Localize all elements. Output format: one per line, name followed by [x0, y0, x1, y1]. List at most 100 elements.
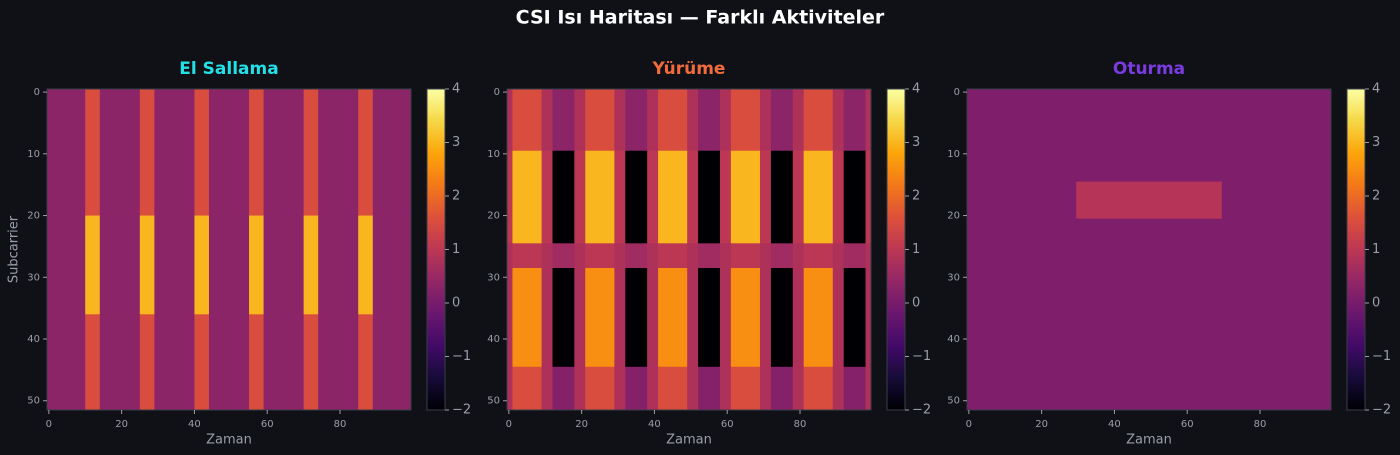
heat-cell	[249, 314, 264, 411]
y-axis-label: Subcarrier	[7, 215, 22, 283]
heat-cell	[585, 150, 615, 244]
heat-cell	[792, 89, 805, 152]
heat-cell	[687, 268, 699, 368]
y-tick-label: 40	[487, 334, 500, 345]
colorbar	[1346, 88, 1366, 411]
heat-cell	[303, 89, 319, 216]
panel-title: Oturma	[1113, 59, 1185, 79]
heat-cell	[585, 89, 615, 152]
heat-cell	[552, 268, 575, 368]
heat-cell	[658, 243, 688, 269]
x-axis-label: Zaman	[1126, 433, 1172, 448]
y-tick-label: 50	[947, 396, 960, 407]
heat-cell	[541, 243, 553, 269]
y-tick-label: 50	[27, 396, 40, 407]
heat-cell	[208, 89, 250, 216]
heat-cell	[99, 314, 141, 411]
heat-cell	[730, 268, 761, 368]
heat-cell	[770, 89, 794, 152]
heat-cell	[372, 314, 412, 411]
heat-cell	[47, 215, 86, 315]
heat-cell	[967, 218, 1077, 411]
x-tick-label: 0	[506, 419, 512, 430]
colorbar-tick-label: 3	[912, 135, 920, 150]
heat-cell	[552, 366, 575, 411]
heat-cell	[614, 268, 626, 368]
x-tick-label: 40	[1108, 419, 1121, 430]
heat-cell	[263, 314, 305, 411]
heat-cell	[647, 150, 659, 244]
heat-cell	[552, 150, 575, 244]
y-tick-label: 40	[947, 334, 960, 345]
heat-cell	[658, 366, 688, 411]
heat-cell	[759, 366, 772, 411]
heat-cell	[574, 89, 586, 152]
y-tick-label: 30	[947, 272, 960, 283]
y-tick-label: 10	[947, 149, 960, 160]
heat-cell	[865, 150, 872, 244]
heat-cell	[208, 215, 250, 315]
heat-cell	[139, 314, 155, 411]
colorbar-tick-label: −2	[1372, 403, 1391, 418]
heat-cell	[512, 243, 542, 269]
heat-cell	[85, 314, 101, 411]
x-tick-label: 20	[115, 419, 128, 430]
heat-cell	[574, 366, 586, 411]
heat-cell	[574, 268, 586, 368]
heat-cell	[263, 89, 305, 216]
heat-cell	[792, 150, 805, 244]
heat-cell	[792, 366, 805, 411]
colorbar-tick-label: 1	[452, 242, 460, 257]
heat-cell	[507, 89, 513, 152]
heat-cell	[208, 314, 250, 411]
heat-cell	[730, 243, 761, 269]
heat-cell	[512, 89, 542, 152]
heat-cell	[832, 268, 845, 368]
colorbar-tick-label: −2	[912, 403, 931, 418]
x-tick-label: 20	[1035, 419, 1048, 430]
x-axis-label: Zaman	[666, 433, 712, 448]
heat-cell	[139, 89, 155, 216]
heat-cell	[803, 150, 834, 244]
heat-cell	[832, 366, 845, 411]
heat-cell	[698, 268, 721, 368]
heat-cell	[614, 89, 626, 152]
heat-cell	[552, 243, 575, 269]
heat-cell	[730, 366, 761, 411]
heat-cell	[507, 150, 513, 244]
heat-cell	[512, 366, 542, 411]
heat-cell	[85, 89, 101, 216]
x-tick-label: 60	[1181, 419, 1194, 430]
colorbar-tick-label: 3	[452, 135, 460, 150]
heat-cell	[99, 89, 141, 216]
heat-cell	[154, 89, 195, 216]
heat-cell	[843, 268, 866, 368]
heat-cell	[507, 243, 513, 269]
heat-cell	[358, 215, 374, 315]
heat-cell	[263, 215, 305, 315]
heat-cell	[1076, 181, 1223, 220]
heat-cell	[625, 268, 648, 368]
panel-title: El Sallama	[179, 59, 278, 79]
heat-cell	[625, 366, 648, 411]
x-axis-label: Zaman	[206, 433, 252, 448]
x-tick-label: 40	[648, 419, 661, 430]
heat-cell	[730, 150, 761, 244]
heat-cell	[865, 89, 872, 152]
heat-cell	[574, 243, 586, 269]
heat-cell	[647, 268, 659, 368]
colorbar-tick-label: 4	[1372, 82, 1380, 97]
heat-cell	[843, 89, 866, 152]
heat-cell	[865, 268, 872, 368]
heat-cell	[625, 150, 648, 244]
colorbar-tick-label: 0	[1372, 296, 1380, 311]
heat-cell	[719, 89, 732, 152]
heat-cell	[687, 89, 699, 152]
heat-cell	[658, 150, 688, 244]
heat-cell	[614, 366, 626, 411]
heat-cell	[647, 89, 659, 152]
heat-cell	[770, 366, 794, 411]
heat-cell	[770, 150, 794, 244]
heat-cell	[541, 150, 553, 244]
